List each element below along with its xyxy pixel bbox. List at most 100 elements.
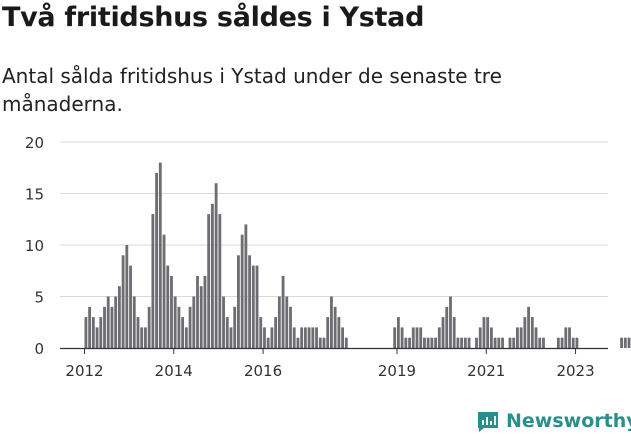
bar <box>434 337 437 348</box>
bar <box>300 327 304 348</box>
bar <box>508 337 512 348</box>
y-tick-label: 5 <box>34 289 44 307</box>
bar <box>132 296 136 348</box>
bar <box>207 214 211 348</box>
y-tick-label: 0 <box>34 340 44 358</box>
bar <box>315 327 318 348</box>
bar <box>542 337 545 348</box>
bar <box>110 306 114 348</box>
bar <box>437 327 441 348</box>
bar <box>88 306 92 348</box>
bar <box>95 327 99 348</box>
bar <box>91 317 95 348</box>
bar <box>233 306 237 348</box>
bar <box>162 234 166 348</box>
bar <box>285 296 289 348</box>
bar <box>114 296 118 348</box>
bar <box>136 317 140 348</box>
bar <box>144 327 147 348</box>
newsworthy-logo-icon <box>478 412 498 432</box>
x-tick-label: 2016 <box>244 362 282 380</box>
bar <box>415 327 419 348</box>
bar <box>255 265 259 348</box>
bar <box>259 317 263 348</box>
bar <box>192 296 196 348</box>
bar <box>344 337 348 348</box>
bar <box>501 337 504 348</box>
bar <box>106 296 110 348</box>
bar <box>210 203 214 348</box>
bar <box>393 327 397 348</box>
bar <box>181 317 185 348</box>
bar <box>296 337 300 348</box>
bar <box>627 337 631 348</box>
newsworthy-logo: Newsworthy <box>476 409 631 433</box>
bar <box>568 327 571 348</box>
bar <box>218 214 222 348</box>
bar <box>333 306 337 348</box>
bar <box>463 337 467 348</box>
bar <box>530 317 534 348</box>
bar <box>240 234 244 348</box>
bar <box>620 337 623 348</box>
bar <box>177 306 181 348</box>
bar <box>396 317 400 348</box>
bar <box>184 327 188 348</box>
bar <box>199 286 203 348</box>
y-axis: 0 5 10 15 20 <box>25 134 44 358</box>
bar <box>322 337 326 348</box>
bar <box>519 327 523 348</box>
bar <box>512 337 516 348</box>
bar <box>147 306 151 348</box>
gridlines <box>60 141 608 297</box>
bar <box>274 317 278 348</box>
bar <box>263 327 266 348</box>
bar <box>486 317 490 348</box>
x-tick-label: 2023 <box>556 362 594 380</box>
bar <box>270 327 274 348</box>
bar <box>326 317 330 348</box>
bar <box>229 327 233 348</box>
x-tick-label: 2014 <box>155 362 193 380</box>
bar <box>173 296 177 348</box>
bar <box>423 337 426 348</box>
x-tick-label: 2012 <box>65 362 103 380</box>
bar <box>311 327 315 348</box>
bar <box>244 224 248 348</box>
bar <box>129 265 132 348</box>
bar <box>125 245 129 348</box>
x-tick-label: 2021 <box>467 362 505 380</box>
bar <box>277 296 281 348</box>
bar <box>478 327 482 348</box>
bar <box>460 337 464 348</box>
bar <box>188 306 192 348</box>
bar <box>475 337 478 348</box>
newsworthy-logo-text: Newsworthy <box>506 410 631 432</box>
bar <box>292 327 296 348</box>
bar <box>248 255 251 348</box>
bar <box>430 337 434 348</box>
bar <box>140 327 144 348</box>
bar <box>103 306 106 348</box>
y-tick-label: 20 <box>25 134 44 152</box>
y-tick-label: 10 <box>25 237 44 255</box>
bar <box>571 337 575 348</box>
bar <box>251 265 255 348</box>
bar <box>203 275 207 348</box>
x-axis: 2012201420162019202120232025 <box>60 347 608 380</box>
bar <box>441 317 445 348</box>
bar <box>411 327 415 348</box>
bar <box>84 317 88 348</box>
bar <box>151 214 155 348</box>
bar <box>158 162 162 348</box>
bar <box>445 306 449 348</box>
bar <box>170 275 173 348</box>
bar <box>330 296 333 348</box>
bar <box>237 255 240 348</box>
bar <box>623 337 627 348</box>
bar <box>564 327 568 348</box>
bar <box>516 327 519 348</box>
bar <box>408 337 411 348</box>
x-tick-label: 2019 <box>378 362 416 380</box>
